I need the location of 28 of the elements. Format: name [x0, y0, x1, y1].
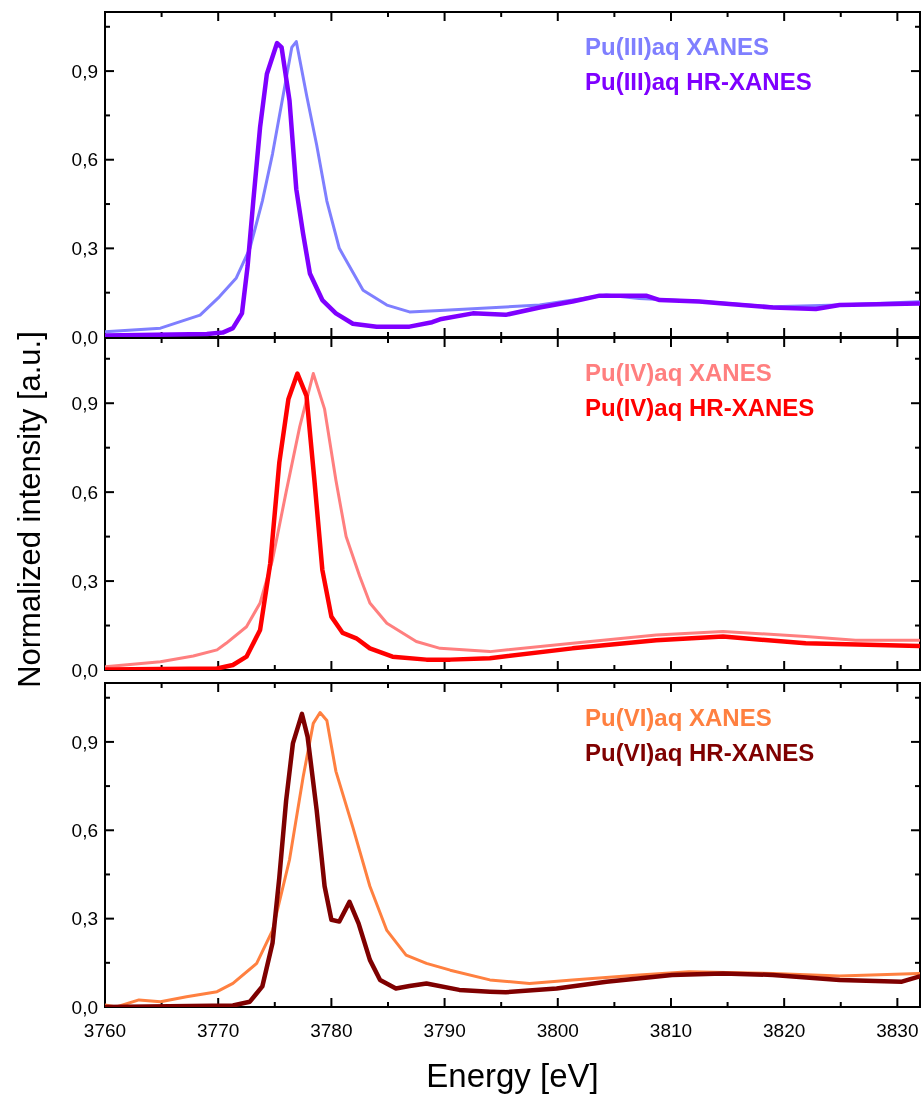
- y-tick-label: 0,6: [71, 819, 98, 841]
- text: Pu(III)aq HR-XANES: [585, 68, 812, 95]
- y-tick-label: 0,3: [71, 570, 98, 592]
- x-tick-label: 3820: [763, 1020, 806, 1041]
- text: Pu(VI)aq XANES: [585, 704, 772, 731]
- y-tick-label: 0,6: [71, 481, 98, 503]
- text: Pu(IV)aq HR-XANES: [585, 394, 815, 421]
- y-tick-label: 0,6: [71, 149, 98, 171]
- x-tick-label: 3810: [649, 1020, 693, 1041]
- y-tick-label: 0,9: [71, 392, 98, 414]
- x-tick-label: 3760: [83, 1020, 127, 1041]
- x-tick-label: 3800: [536, 1020, 579, 1041]
- y-tick-label: 0,9: [71, 60, 98, 82]
- text: Pu(VI)aq HR-XANES: [585, 739, 815, 766]
- y-tick-label: 0,3: [71, 238, 98, 260]
- x-tick-label: 3830: [876, 1020, 919, 1041]
- x-tick-label: 3770: [197, 1020, 240, 1041]
- x-tick-label: 3780: [310, 1020, 353, 1041]
- y-tick-label: 0,0: [71, 659, 98, 681]
- text: Pu(III)aq XANES: [585, 33, 770, 60]
- y-tick-label: 0,0: [71, 326, 98, 348]
- y-tick-label: 0,3: [71, 908, 98, 930]
- x-axis-title: Energy [eV]: [426, 1057, 599, 1094]
- y-axis-title: Normalized intensity [a.u.]: [12, 331, 47, 688]
- y-tick-label: 0,0: [71, 996, 98, 1018]
- x-tick-label: 3790: [423, 1020, 466, 1041]
- y-tick-label: 0,9: [71, 731, 98, 753]
- text: Pu(IV)aq XANES: [585, 359, 772, 386]
